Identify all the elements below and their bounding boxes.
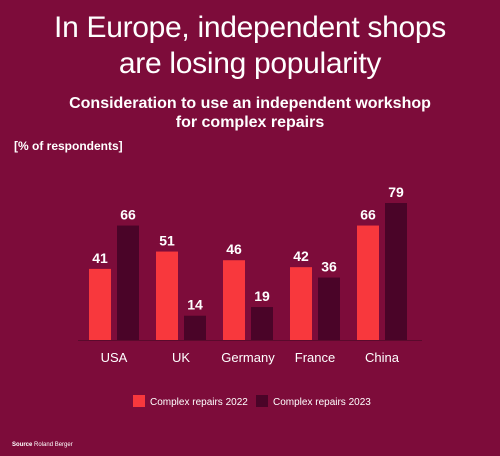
data-label-germany-series-2: 19	[254, 288, 270, 304]
legend-label-2: Complex repairs 2023	[273, 397, 371, 408]
bar-usa-series-2	[117, 225, 139, 340]
source-note: Source Roland Berger	[12, 442, 73, 448]
bar-uk-series-1	[156, 251, 178, 340]
chart-title: In Europe, independent shops are losing …	[0, 10, 500, 82]
bar-usa-series-1	[89, 268, 111, 340]
bar-uk-series-2	[184, 315, 206, 340]
bar-germany-series-2	[251, 307, 273, 340]
data-label-uk-series-1: 51	[159, 233, 175, 249]
source-label: Source	[12, 442, 33, 448]
bar-france-series-2	[318, 277, 340, 340]
data-label-germany-series-1: 46	[226, 241, 242, 257]
category-label-germany: Germany	[221, 350, 275, 365]
legend-label-1: Complex repairs 2022	[150, 397, 248, 408]
legend-swatch-2	[256, 395, 268, 407]
category-label-france: France	[295, 350, 335, 365]
category-label-uk: UK	[172, 350, 190, 365]
data-label-france-series-2: 36	[321, 259, 337, 275]
title-line-2: are losing popularity	[118, 47, 382, 80]
chart-subtitle: Consideration to use an independent work…	[0, 94, 500, 132]
data-label-usa-series-1: 41	[92, 250, 108, 266]
bar-china-series-1	[357, 225, 379, 340]
subtitle-line-1: Consideration to use an independent work…	[69, 95, 431, 112]
title-line-1: In Europe, independent shops	[54, 11, 446, 44]
data-label-china-series-1: 66	[360, 207, 376, 223]
data-label-uk-series-2: 14	[187, 297, 203, 313]
legend-swatch-1	[133, 395, 145, 407]
unit-label: [% of respondents]	[14, 139, 123, 153]
subtitle-line-2: for complex repairs	[175, 114, 325, 131]
data-label-france-series-1: 42	[293, 248, 309, 264]
category-label-usa: USA	[101, 350, 128, 365]
bar-france-series-1	[290, 267, 312, 340]
bar-germany-series-1	[223, 260, 245, 340]
source-text: Roland Berger	[34, 442, 73, 448]
category-label-china: China	[365, 350, 400, 365]
data-label-usa-series-2: 66	[120, 207, 136, 223]
bar-china-series-2	[385, 203, 407, 340]
data-label-china-series-2: 79	[388, 184, 404, 200]
